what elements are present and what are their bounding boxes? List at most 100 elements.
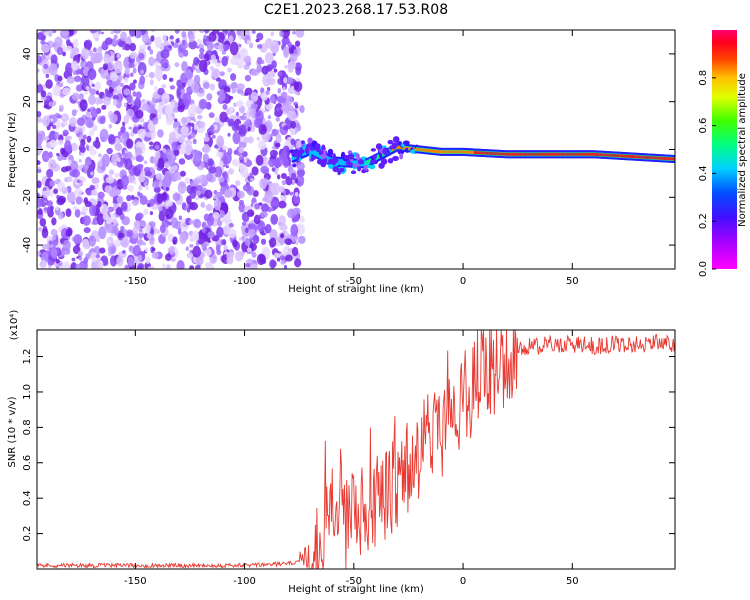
noise-blob [72,245,81,254]
noise-blob [219,71,225,77]
noise-blob [245,227,249,234]
noise-blob [203,30,210,34]
noise-blob [91,116,96,121]
noise-blob [113,226,119,235]
noise-blob [160,58,169,68]
noise-blob [202,144,210,154]
noise-blob [129,52,138,60]
noise-blob [114,143,123,152]
noise-blob [279,185,285,193]
noise-blob [157,129,164,138]
spectrogram-y-axis-label: Frequency (Hz) [7,112,18,188]
noise-blob [109,255,118,267]
noise-blob [165,264,171,269]
noise-blob [218,161,224,167]
noise-blob [59,261,64,265]
line-core [610,153,613,157]
noise-blob [196,114,203,120]
noise-blob [106,79,112,86]
noise-blob [237,190,245,199]
noise-blob [62,261,71,269]
noise-blob [193,177,201,185]
noise-blob [108,169,115,176]
line-core [553,152,557,156]
line-core [644,155,647,159]
noise-blob [56,47,64,56]
noise-blob [282,158,290,169]
noise-blob [244,74,252,82]
noise-blob [204,189,213,199]
line-core [623,154,626,158]
noise-blob [192,245,202,258]
line-core [621,154,625,158]
noise-blob [178,215,183,221]
noise-blob [165,213,170,219]
noise-blob [135,212,144,220]
noise-blob [94,81,102,91]
noise-blob [181,31,187,38]
noise-blob [148,141,154,146]
line-core [658,156,662,160]
noise-blob [210,54,216,61]
noise-blob [227,67,233,73]
noise-blob [138,234,143,239]
noise-blob [138,184,143,191]
spectrogram-x-tick-label: -100 [233,276,256,287]
line-core [563,152,566,156]
snr-y-tick-label: 0.6 [22,455,33,471]
noise-blob [124,76,129,84]
noise-blob [78,143,85,153]
colorbar-gradient [712,30,737,269]
line-core [593,152,596,156]
line-core [535,152,538,156]
noise-blob [242,184,252,192]
noise-blob [56,114,62,119]
line-core [426,148,430,152]
noise-blob [128,126,133,130]
scatter-blob [375,143,383,150]
noise-blob [156,173,162,179]
noise-blob [227,168,235,175]
noise-blob [76,117,85,126]
noise-blob [133,220,141,230]
noise-blob [251,110,257,119]
noise-blob [264,52,274,64]
line-core [527,152,531,156]
noise-blob [55,258,60,264]
noise-blob [214,116,220,123]
line-core [569,152,572,156]
noise-blob [49,189,54,197]
noise-blob [189,265,195,269]
line-core [611,153,614,157]
line-core [656,156,659,160]
noise-blob [279,194,285,200]
noise-blob [160,49,170,59]
noise-blob [177,228,182,235]
noise-blob [295,122,301,128]
line-core [577,152,580,156]
noise-blob [151,251,159,259]
line-core [437,150,440,154]
line-core [504,152,507,156]
noise-blob [71,168,80,178]
noise-blob [78,256,83,261]
noise-blob [165,187,170,191]
line-core [583,152,587,156]
noise-blob [268,158,276,168]
noise-blob [43,31,49,36]
line-core [572,152,575,156]
snr-y-tick-label: 0.4 [22,490,33,506]
noise-blob [81,205,88,213]
noise-blob [221,50,227,55]
noise-blob [113,30,121,34]
noise-blob [239,164,249,178]
noise-blob [205,204,214,212]
noise-blob [110,72,118,82]
line-core [518,152,521,156]
noise-blob [144,185,150,191]
noise-blob [119,82,124,88]
noise-blob [94,37,99,42]
noise-blob [196,256,204,266]
line-core [391,148,394,152]
noise-blob [193,125,199,131]
